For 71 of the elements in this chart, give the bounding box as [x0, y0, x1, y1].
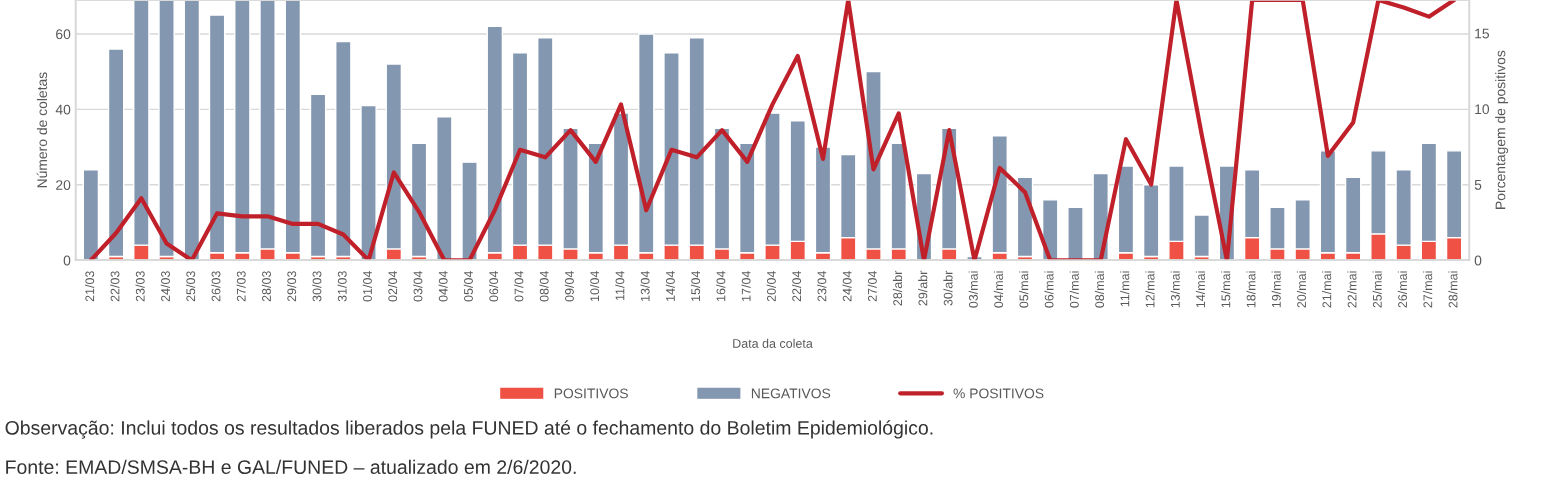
y-tick-label: 40 [55, 104, 71, 115]
legend-label: % POSITIVOS [953, 388, 1044, 399]
x-tick-label: 04/04 [438, 271, 448, 302]
x-tick-label: 05/04 [463, 271, 473, 302]
text: Observação: Inclui todos os resultados liberados pela FUNED até o fechamento do Boletim Epidemiológico. [5, 420, 933, 439]
x-tick-label: 04/mai [993, 271, 1004, 308]
x-tick-label: 03/mai [968, 271, 978, 308]
x-tick-label: 07/mai [1069, 271, 1079, 308]
x-tick-label: 29/03 [287, 271, 297, 302]
legend-label: POSITIVOS [554, 388, 628, 399]
y-axis-title: Número de coletas [36, 72, 48, 188]
x-tick-label: 19/mai [1271, 271, 1281, 308]
x-tick-label: 15/04 [690, 271, 701, 301]
x-tick-label: 14/mai [1195, 271, 1206, 308]
x-tick-label: 24/04 [842, 271, 852, 302]
y2-tick-label: 10 [1475, 104, 1490, 115]
x-tick-label: 27/04 [867, 271, 877, 302]
x-tick-label: 11/mai [1120, 271, 1130, 307]
x-tick-label: 20/mai [1296, 271, 1307, 308]
x-tick-label: 20/04 [766, 271, 776, 302]
x-tick-label: 08/mai [1094, 271, 1105, 308]
x-tick-label: 27/mai [1423, 271, 1433, 308]
x-tick-label: 30/03 [312, 271, 322, 302]
y-tick-label: 0 [63, 255, 71, 266]
x-tick-label: 22/04 [791, 271, 802, 302]
x-tick-label: 18/mai [1246, 271, 1256, 308]
x-tick-label: 28/03 [261, 271, 271, 302]
x-tick-label: 09/04 [564, 271, 574, 302]
y-tick-label: 60 [56, 29, 71, 40]
x-tick-label: 25/mai [1372, 271, 1382, 308]
x-tick-label: 31/03 [337, 271, 347, 302]
x-tick-label: 22/03 [110, 271, 120, 302]
x-tick-label: 06/mai [1044, 271, 1054, 308]
x-tick-label: 05/mai [1019, 271, 1029, 308]
x-tick-label: 21/mai [1322, 271, 1332, 308]
x-tick-label: 22/mai [1347, 271, 1357, 308]
y2-tick-label: 15 [1475, 28, 1490, 39]
x-tick-label: 28/mai [1448, 271, 1458, 308]
x-tick-label: 23/03 [135, 271, 145, 302]
y-tick-label: 20 [56, 180, 71, 190]
y2-tick-label: 0 [1474, 255, 1482, 266]
x-tick-label: 14/04 [665, 271, 675, 301]
x-tick-label: 16/04 [716, 271, 726, 301]
x-tick-label: 01/04 [362, 271, 372, 302]
x-tick-label: 30/abr [943, 270, 953, 306]
x-tick-label: 07/04 [514, 271, 524, 302]
x-tick-label: 29/abr [918, 270, 928, 306]
x-tick-label: 08/04 [539, 271, 549, 302]
x-tick-label: 02/04 [387, 271, 398, 302]
legend-label: NEGATIVOS [751, 388, 831, 399]
x-tick-label: 03/04 [413, 271, 423, 302]
x-tick-label: 27/03 [236, 271, 246, 302]
x-tick-label: 10/04 [589, 271, 600, 301]
x-tick-label: 13/mai [1170, 271, 1180, 308]
y2-axis-title: Porcentagem de positivos [1495, 50, 1509, 209]
x-tick-label: 11/04 [615, 271, 625, 301]
x-tick-label: 26/mai [1397, 271, 1408, 308]
x-tick-label: 26/03 [211, 271, 221, 302]
x-tick-label: 21/03 [85, 271, 95, 302]
x-tick-label: 12/mai [1145, 271, 1155, 308]
x-tick-label: 15/mai [1221, 271, 1231, 308]
x-tick-label: 25/03 [186, 271, 196, 302]
x-tick-label: 28/abr [892, 270, 903, 306]
x-tick-label: 06/04 [488, 271, 499, 302]
x-tick-label: 17/04 [741, 271, 751, 301]
x-tick-label: 13/04 [640, 271, 650, 301]
x-tick-label: 24/03 [160, 271, 170, 302]
y2-tick-label: 5 [1474, 180, 1482, 190]
x-axis-title: Data da coleta [733, 338, 813, 348]
x-tick-label: 23/04 [817, 271, 827, 302]
source-note: Fonte: EMAD/SMSA-BH e GAL/FUNED – atualizado em 2/6/2020. [6, 459, 576, 475]
